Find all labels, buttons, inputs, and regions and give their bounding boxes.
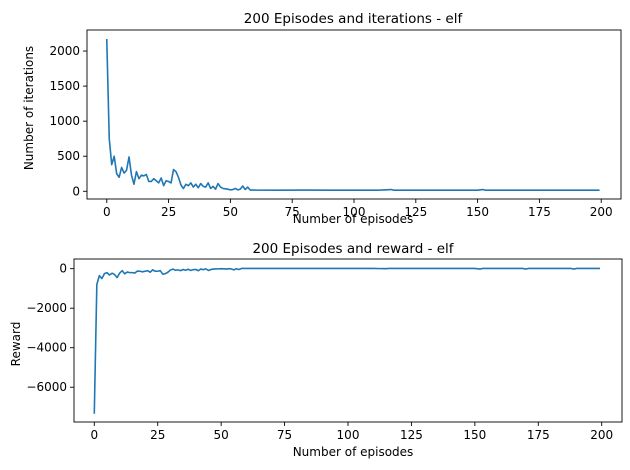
y-ticks: 0 500 1000 1500 2000 bbox=[49, 44, 87, 198]
x-tick-label: 200 bbox=[590, 428, 613, 442]
y-axis-label: Number of iterations bbox=[22, 46, 36, 170]
plot-frame bbox=[86, 29, 622, 200]
plot-frame bbox=[73, 258, 623, 423]
x-axis-label: Number of episodes bbox=[293, 445, 414, 459]
subplot-title: 200 Episodes and iterations - elf bbox=[244, 11, 464, 27]
y-tick-label: 1000 bbox=[49, 114, 80, 128]
y-tick-label: −4000 bbox=[26, 341, 67, 355]
y-tick-label: 0 bbox=[72, 184, 80, 198]
y-tick-label: −6000 bbox=[26, 380, 67, 394]
x-tick-label: 50 bbox=[223, 205, 238, 219]
x-tick-label: 75 bbox=[277, 428, 292, 442]
x-tick-label: 175 bbox=[528, 205, 551, 219]
x-ticks: 0 25 50 75 100 125 150 175 200 bbox=[103, 199, 613, 219]
y-tick-label: 2000 bbox=[49, 44, 80, 58]
y-tick-label: −2000 bbox=[26, 301, 67, 315]
x-tick-label: 150 bbox=[463, 428, 486, 442]
x-axis-label: Number of episodes bbox=[293, 212, 414, 226]
subplot-reward: 200 Episodes and reward - elf Number of … bbox=[9, 241, 623, 459]
x-tick-label: 200 bbox=[590, 205, 613, 219]
x-tick-label: 75 bbox=[285, 205, 300, 219]
y-axis-label: Reward bbox=[9, 322, 23, 367]
x-tick-label: 100 bbox=[337, 428, 360, 442]
x-tick-label: 175 bbox=[527, 428, 550, 442]
x-tick-label: 125 bbox=[400, 428, 423, 442]
x-tick-label: 0 bbox=[90, 428, 98, 442]
y-tick-label: 500 bbox=[57, 149, 80, 163]
x-tick-label: 100 bbox=[343, 205, 366, 219]
subplot-title: 200 Episodes and reward - elf bbox=[252, 241, 454, 257]
subplot-iterations: 200 Episodes and iterations - elf Number… bbox=[22, 11, 622, 226]
x-tick-label: 50 bbox=[214, 428, 229, 442]
x-tick-label: 0 bbox=[103, 205, 111, 219]
series-line-iterations bbox=[105, 39, 600, 191]
series-line-reward bbox=[93, 267, 600, 414]
y-tick-label: 1500 bbox=[49, 79, 80, 93]
x-tick-label: 25 bbox=[161, 205, 176, 219]
y-tick-label: 0 bbox=[59, 262, 67, 276]
x-tick-label: 25 bbox=[150, 428, 165, 442]
y-ticks: −6000 −4000 −2000 0 bbox=[26, 262, 74, 394]
x-tick-label: 150 bbox=[466, 205, 489, 219]
x-tick-label: 125 bbox=[404, 205, 427, 219]
x-ticks: 0 25 50 75 100 125 150 175 200 bbox=[90, 422, 613, 442]
